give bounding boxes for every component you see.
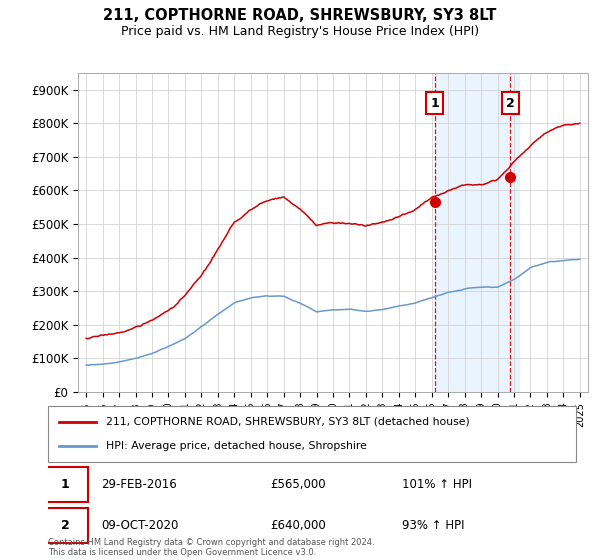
FancyBboxPatch shape <box>43 508 88 543</box>
Text: 2: 2 <box>506 96 515 110</box>
Text: 09-OCT-2020: 09-OCT-2020 <box>101 519 178 532</box>
Text: HPI: Average price, detached house, Shropshire: HPI: Average price, detached house, Shro… <box>106 441 367 451</box>
Text: 1: 1 <box>430 96 439 110</box>
FancyBboxPatch shape <box>43 467 88 502</box>
Text: 1: 1 <box>61 478 69 491</box>
Text: Price paid vs. HM Land Registry's House Price Index (HPI): Price paid vs. HM Land Registry's House … <box>121 25 479 38</box>
Text: Contains HM Land Registry data © Crown copyright and database right 2024.
This d: Contains HM Land Registry data © Crown c… <box>48 538 374 557</box>
Text: 29-FEB-2016: 29-FEB-2016 <box>101 478 176 491</box>
Bar <box>434 73 518 392</box>
FancyBboxPatch shape <box>48 406 576 462</box>
Text: 211, COPTHORNE ROAD, SHREWSBURY, SY3 8LT: 211, COPTHORNE ROAD, SHREWSBURY, SY3 8LT <box>103 8 497 24</box>
Text: 2: 2 <box>61 519 69 532</box>
Text: 101% ↑ HPI: 101% ↑ HPI <box>402 478 472 491</box>
Text: £640,000: £640,000 <box>270 519 326 532</box>
Text: £565,000: £565,000 <box>270 478 325 491</box>
Text: 211, COPTHORNE ROAD, SHREWSBURY, SY3 8LT (detached house): 211, COPTHORNE ROAD, SHREWSBURY, SY3 8LT… <box>106 417 470 427</box>
Text: 93% ↑ HPI: 93% ↑ HPI <box>402 519 464 532</box>
